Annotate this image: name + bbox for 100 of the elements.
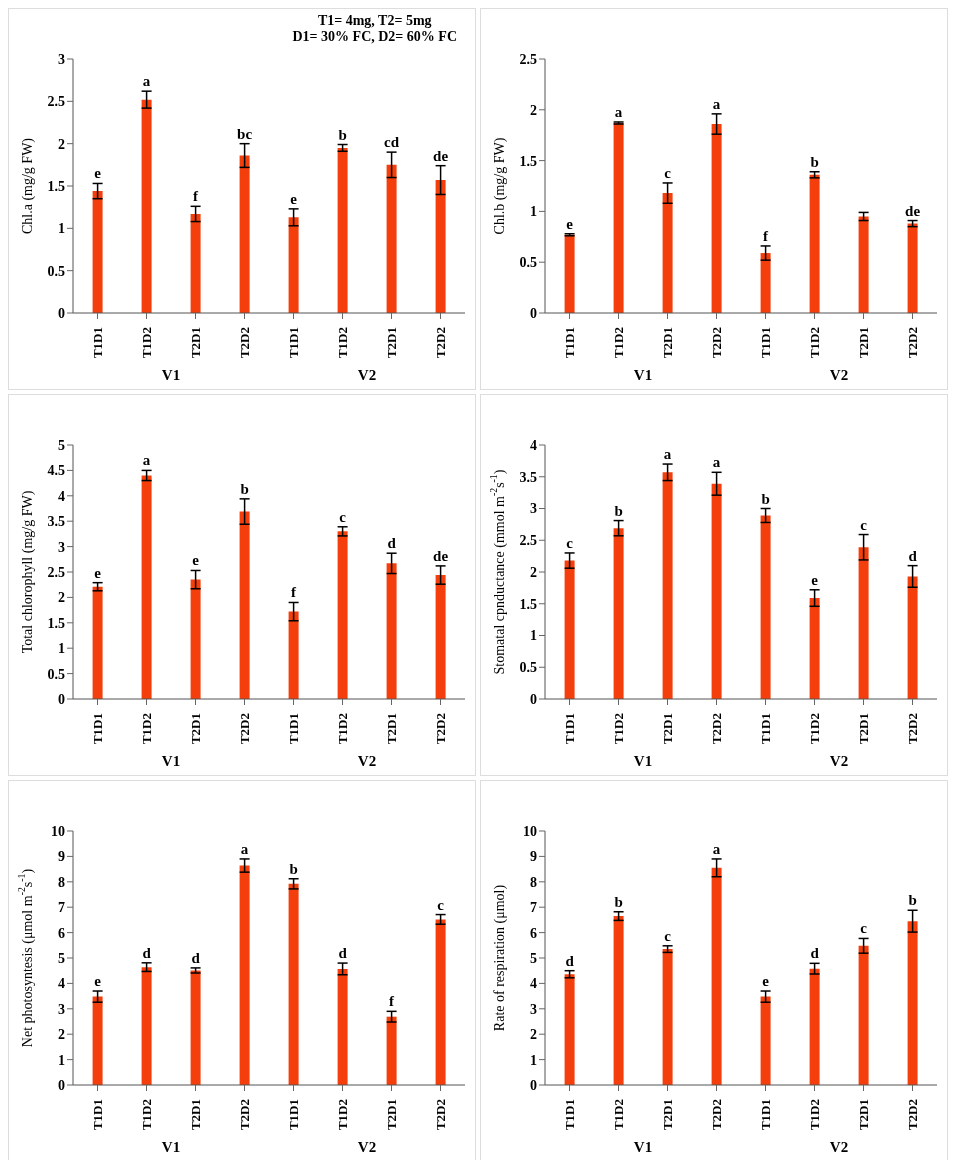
data-label: e xyxy=(762,973,770,990)
data-label: e xyxy=(566,215,574,232)
x-tick-label: T1D1 xyxy=(90,713,105,745)
bar xyxy=(662,193,673,313)
x-tick-label: T1D1 xyxy=(562,327,577,359)
bar xyxy=(760,996,771,1085)
data-label: b xyxy=(614,502,623,519)
bar xyxy=(92,191,103,313)
y-tick-label: 2 xyxy=(58,1027,65,1043)
y-tick-label: 1 xyxy=(530,204,537,220)
y-tick-label: 6 xyxy=(58,925,65,941)
y-tick-label: 0 xyxy=(530,691,537,707)
bar xyxy=(435,575,446,699)
y-tick-label: 3 xyxy=(58,51,65,67)
bar xyxy=(564,560,575,699)
data-label: cd xyxy=(384,134,400,151)
bar xyxy=(613,916,624,1085)
x-tick-label: T2D1 xyxy=(660,327,675,359)
x-tick-label: T1D1 xyxy=(90,327,105,359)
y-tick-label: 9 xyxy=(530,849,537,865)
bar xyxy=(907,921,918,1085)
y-tick-label: 1.5 xyxy=(519,596,537,612)
chart-title: T1= 4mg, T2= 5mg xyxy=(316,13,433,29)
bar xyxy=(337,147,348,313)
y-tick-label: 4 xyxy=(58,976,65,992)
y-tick-label: 2.5 xyxy=(519,533,537,549)
data-label: a xyxy=(240,840,249,857)
data-label: c xyxy=(339,508,347,525)
bar xyxy=(907,223,918,313)
x-tick-label: T1D2 xyxy=(335,713,350,745)
x-tick-label: T2D2 xyxy=(237,327,252,359)
bar xyxy=(386,563,397,699)
y-tick-label: 4 xyxy=(530,437,537,453)
data-label: a xyxy=(614,103,623,120)
x-tick-label: T2D2 xyxy=(433,1099,448,1131)
data-label: de xyxy=(905,202,921,219)
y-tick-label: 7 xyxy=(530,900,537,916)
data-label: d xyxy=(908,547,918,564)
bar xyxy=(190,970,201,1085)
y-tick-label: 5 xyxy=(58,437,65,453)
x-tick-label: T1D1 xyxy=(286,327,301,359)
data-label: b xyxy=(240,480,249,497)
y-axis-title: Total chlorophyll (mg/g FW) xyxy=(19,490,36,654)
x-tick-label: T2D1 xyxy=(856,1099,871,1131)
data-label: b xyxy=(289,860,298,877)
y-tick-label: 1.5 xyxy=(47,615,65,631)
x-tick-label: T2D2 xyxy=(905,327,920,359)
data-label: c xyxy=(566,534,574,551)
x-tick-label: T2D2 xyxy=(709,713,724,745)
y-tick-label: 6 xyxy=(530,925,537,941)
x-tick-label: T2D1 xyxy=(188,713,203,745)
bar xyxy=(337,968,348,1085)
x-tick-label: T2D2 xyxy=(237,713,252,745)
bar xyxy=(564,974,575,1085)
bar xyxy=(711,867,722,1085)
y-tick-label: 1 xyxy=(530,628,537,644)
x-tick-label: T1D1 xyxy=(758,327,773,359)
x-tick-label: T1D2 xyxy=(807,713,822,745)
data-label: f xyxy=(763,227,770,244)
x-tick-label: T2D2 xyxy=(905,713,920,745)
bar xyxy=(662,472,673,699)
y-tick-label: 2 xyxy=(530,102,537,118)
data-label: a xyxy=(142,452,151,469)
x-tick-label: T2D1 xyxy=(384,327,399,359)
bar xyxy=(337,531,348,699)
bar xyxy=(288,217,299,313)
y-tick-label: 7 xyxy=(58,900,65,916)
data-label: a xyxy=(142,73,151,90)
x-tick-label: T2D2 xyxy=(905,1099,920,1131)
y-tick-label: 8 xyxy=(530,874,537,890)
bar xyxy=(386,1016,397,1085)
x-tick-label: T1D1 xyxy=(758,1099,773,1131)
x-tick-label: T2D1 xyxy=(188,327,203,359)
y-tick-label: 2.5 xyxy=(47,94,65,110)
bar xyxy=(711,483,722,699)
data-label: b xyxy=(614,893,623,910)
y-tick-label: 1 xyxy=(530,1052,537,1068)
y-tick-label: 0.5 xyxy=(47,666,65,682)
bar xyxy=(711,124,722,313)
x-tick-label: T2D1 xyxy=(856,327,871,359)
bar xyxy=(858,547,869,699)
y-tick-label: 0.5 xyxy=(519,660,537,676)
bar xyxy=(613,528,624,699)
data-label: d xyxy=(565,952,575,969)
y-tick-label: 3 xyxy=(58,539,65,555)
bar xyxy=(92,586,103,699)
x-tick-label: T2D1 xyxy=(660,1099,675,1131)
bar xyxy=(564,234,575,313)
data-label: d xyxy=(338,945,348,962)
data-label: de xyxy=(433,547,449,564)
x-tick-label: T2D1 xyxy=(384,1099,399,1131)
x-tick-label: T2D2 xyxy=(433,713,448,745)
text: V2 xyxy=(828,366,850,385)
x-tick-label: T1D2 xyxy=(335,327,350,359)
data-label: bc xyxy=(237,125,253,142)
y-tick-label: 3 xyxy=(58,1001,65,1017)
bar xyxy=(809,598,820,699)
bar xyxy=(190,579,201,699)
x-tick-label: T1D1 xyxy=(286,1099,301,1131)
bar xyxy=(760,515,771,699)
